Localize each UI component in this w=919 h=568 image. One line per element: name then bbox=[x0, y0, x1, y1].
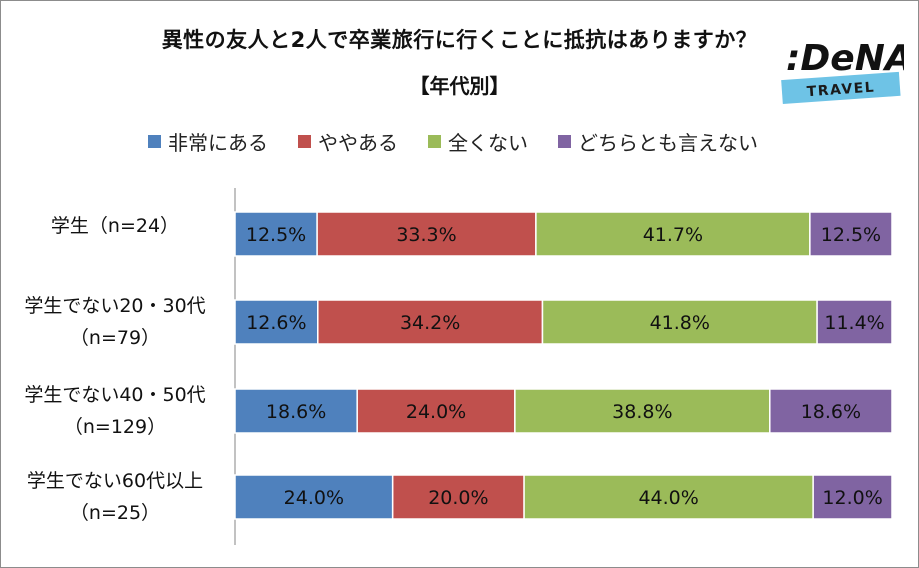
category-label-line2: （n=129） bbox=[63, 416, 167, 438]
data-label: 34.2% bbox=[400, 312, 460, 334]
chart-subtitle: 【年代別】 bbox=[409, 74, 510, 98]
bar-segment bbox=[391, 474, 525, 520]
category-label: 学生でない20・30代 （n=79） bbox=[0, 290, 230, 354]
category-label-line1: 学生でない20・30代 bbox=[24, 295, 206, 317]
dena-travel-logo: :DeNA TRAVEL bbox=[781, 38, 904, 105]
bar-segment bbox=[514, 388, 771, 434]
legend-item: どちらとも言えない bbox=[558, 127, 758, 156]
category-label-line2: （n=25） bbox=[69, 502, 161, 524]
logo-tagline-band bbox=[781, 71, 901, 105]
legend-label: ややある bbox=[318, 130, 398, 155]
bar-segment bbox=[523, 474, 814, 520]
bar-segment bbox=[234, 211, 318, 257]
legend-swatch bbox=[558, 134, 571, 148]
legend-label: 全くない bbox=[448, 130, 528, 155]
bar-segment bbox=[809, 211, 893, 257]
data-label: 12.6% bbox=[246, 312, 306, 334]
chart-title: 異性の友人と2人で卒業旅行に行くことに抵抗はありますか？ bbox=[161, 28, 758, 52]
data-label: 12.0% bbox=[822, 487, 882, 509]
bar-segment bbox=[356, 388, 516, 434]
bar-segment bbox=[541, 299, 818, 345]
data-label: 41.7% bbox=[643, 224, 703, 246]
bar-segment bbox=[317, 299, 544, 345]
category-label: 学生でない60代以上 （n=25） bbox=[0, 465, 230, 529]
category-label-line1: 学生（n=24） bbox=[50, 215, 180, 237]
legend-item: 全くない bbox=[428, 127, 528, 156]
bar-segment bbox=[234, 388, 358, 434]
data-label: 12.5% bbox=[821, 224, 881, 246]
logo-brand-text: :DeNA bbox=[786, 38, 904, 79]
category-label: 学生（n=24） bbox=[0, 210, 230, 242]
data-label: 41.8% bbox=[650, 312, 710, 334]
data-label: 18.6% bbox=[266, 401, 326, 423]
data-label: 24.0% bbox=[406, 401, 466, 423]
category-label-line1: 学生でない40・50代 bbox=[24, 384, 206, 406]
logo-tagline-text: TRAVEL bbox=[806, 80, 875, 101]
bar-segment bbox=[816, 299, 893, 345]
data-label: 18.6% bbox=[801, 401, 861, 423]
legend-swatch bbox=[148, 134, 161, 148]
legend-label: 非常にある bbox=[168, 130, 268, 155]
bar-segment bbox=[812, 474, 893, 520]
legend-label: どちらとも言えない bbox=[578, 130, 758, 155]
bar-segment bbox=[769, 388, 893, 434]
data-label: 44.0% bbox=[638, 487, 698, 509]
data-label: 38.8% bbox=[612, 401, 672, 423]
legend-swatch bbox=[428, 134, 441, 148]
category-label-line1: 学生でない60代以上 bbox=[26, 470, 204, 492]
bar-segment bbox=[535, 211, 811, 257]
category-label: 学生でない40・50代 （n=129） bbox=[0, 379, 230, 443]
data-label: 33.3% bbox=[396, 224, 456, 246]
bar-segment bbox=[234, 299, 319, 345]
legend-item: ややある bbox=[298, 127, 398, 156]
chart-legend: 非常にある ややある 全くない どちらとも言えない bbox=[148, 126, 788, 156]
legend-swatch bbox=[298, 134, 311, 148]
category-label-line2: （n=79） bbox=[69, 327, 161, 349]
legend-item: 非常にある bbox=[148, 127, 268, 156]
data-label: 11.4% bbox=[824, 312, 884, 334]
data-label: 20.0% bbox=[428, 487, 488, 509]
data-label: 24.0% bbox=[284, 487, 344, 509]
data-label: 12.5% bbox=[246, 224, 306, 246]
